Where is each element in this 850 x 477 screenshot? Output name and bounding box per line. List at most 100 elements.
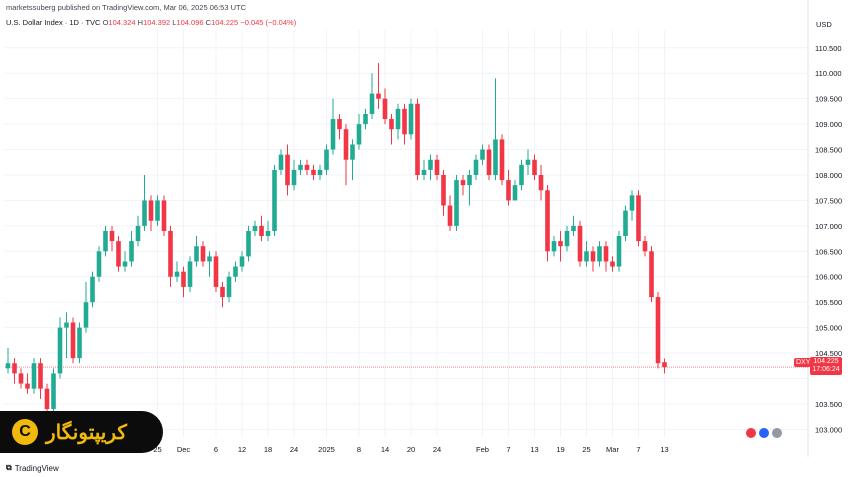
candle[interactable] (317, 164, 323, 181)
candle[interactable] (161, 195, 167, 237)
candle[interactable] (12, 358, 17, 384)
candle[interactable] (25, 373, 30, 394)
candle[interactable] (642, 236, 648, 257)
candle[interactable] (116, 236, 121, 272)
economic-event-icon[interactable] (746, 428, 756, 438)
candle[interactable] (363, 108, 368, 130)
candle[interactable] (597, 241, 602, 267)
candle[interactable] (486, 144, 492, 181)
candle[interactable] (5, 347, 11, 374)
candle[interactable] (148, 195, 154, 231)
candle[interactable] (272, 164, 277, 237)
candle[interactable] (103, 225, 108, 257)
candle[interactable] (350, 139, 355, 181)
candle[interactable] (246, 225, 251, 262)
candle[interactable] (220, 281, 225, 308)
candle[interactable] (610, 256, 615, 272)
candle[interactable] (493, 78, 498, 181)
candle[interactable] (376, 63, 381, 109)
candle[interactable] (408, 98, 414, 140)
candle[interactable] (577, 220, 583, 267)
candle[interactable] (311, 164, 316, 181)
candle[interactable] (31, 358, 37, 394)
candle[interactable] (181, 266, 186, 298)
candle[interactable] (330, 98, 336, 155)
candle[interactable] (447, 195, 453, 231)
candle[interactable] (499, 134, 505, 186)
candle[interactable] (207, 251, 212, 277)
candle[interactable] (454, 174, 459, 231)
candle[interactable] (558, 230, 563, 262)
candle[interactable] (122, 251, 128, 272)
candle[interactable] (356, 113, 362, 150)
candle[interactable] (506, 169, 511, 206)
candle[interactable] (473, 154, 479, 181)
candle[interactable] (389, 113, 394, 145)
candle[interactable] (18, 368, 24, 389)
candle[interactable] (590, 246, 596, 272)
candle[interactable] (109, 225, 115, 252)
candle[interactable] (636, 190, 641, 247)
candle[interactable] (395, 103, 401, 140)
candle[interactable] (44, 383, 50, 415)
candle[interactable] (571, 215, 576, 237)
candle[interactable] (519, 159, 524, 191)
candle[interactable] (51, 368, 56, 415)
candle[interactable] (623, 205, 628, 242)
candle[interactable] (174, 261, 180, 282)
candle[interactable] (57, 317, 63, 379)
economic-event-icon[interactable] (772, 428, 782, 438)
candle[interactable] (96, 246, 102, 282)
candle[interactable] (467, 169, 472, 206)
candle[interactable] (298, 159, 303, 175)
candle[interactable] (324, 144, 329, 175)
candle[interactable] (278, 149, 284, 175)
candle[interactable] (259, 215, 264, 242)
candle[interactable] (480, 144, 485, 165)
candle[interactable] (564, 225, 570, 252)
candle[interactable] (428, 154, 433, 181)
candle[interactable] (187, 256, 193, 293)
candle[interactable] (441, 169, 446, 216)
candle[interactable] (551, 236, 557, 257)
candle[interactable] (629, 190, 635, 221)
candle[interactable] (285, 144, 290, 196)
candle[interactable] (662, 358, 667, 374)
economic-event-icon[interactable] (759, 428, 769, 438)
candle[interactable] (545, 185, 550, 262)
candle[interactable] (90, 271, 95, 308)
candle[interactable] (233, 261, 238, 282)
candle[interactable] (142, 174, 147, 231)
candle[interactable] (83, 281, 89, 333)
candle[interactable] (155, 195, 160, 226)
candle[interactable] (616, 230, 622, 272)
candle[interactable] (337, 113, 342, 140)
candle[interactable] (70, 317, 76, 364)
candle[interactable] (649, 246, 654, 303)
candle[interactable] (213, 251, 219, 293)
candle[interactable] (343, 124, 349, 186)
candle[interactable] (38, 358, 43, 399)
candle[interactable] (168, 225, 173, 287)
tradingview-brand[interactable]: ⧉ TradingView (6, 463, 59, 473)
candle[interactable] (538, 164, 544, 201)
candle[interactable] (382, 88, 388, 125)
candle[interactable] (239, 251, 245, 272)
candle[interactable] (415, 98, 420, 181)
candle[interactable] (304, 159, 310, 175)
candle[interactable] (532, 154, 537, 181)
candle[interactable] (655, 292, 661, 369)
candle[interactable] (421, 159, 427, 181)
symbol-name[interactable]: U.S. Dollar Index · 1D · TVC (6, 18, 101, 27)
candle[interactable] (291, 159, 297, 191)
candle[interactable] (512, 180, 518, 201)
candle[interactable] (77, 322, 82, 364)
candle[interactable] (525, 149, 531, 175)
candle[interactable] (584, 241, 589, 267)
candle[interactable] (64, 312, 69, 359)
candle[interactable] (265, 220, 271, 242)
candle[interactable] (135, 215, 141, 247)
candle[interactable] (194, 236, 199, 267)
candle[interactable] (252, 220, 258, 237)
candle[interactable] (434, 154, 440, 181)
